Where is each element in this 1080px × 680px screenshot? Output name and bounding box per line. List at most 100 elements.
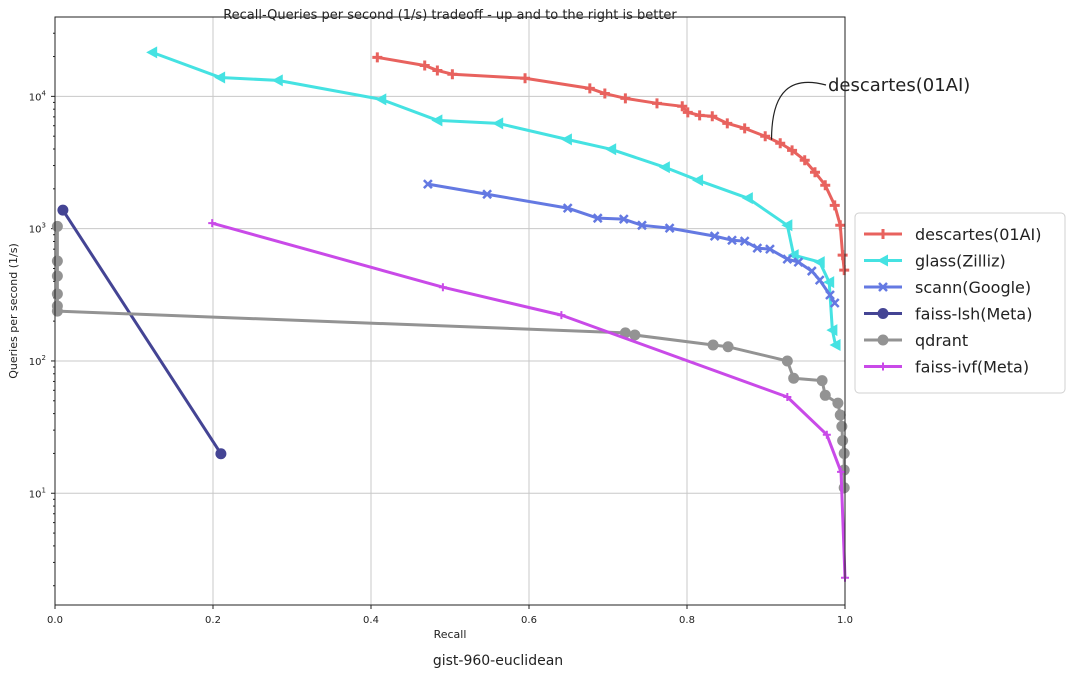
- legend-label: scann(Google): [915, 278, 1031, 297]
- data-point-x: [727, 235, 737, 246]
- data-point-x: [422, 179, 433, 190]
- y-tick-label: 104: [29, 89, 47, 103]
- x-tick-label: 0.8: [679, 615, 695, 626]
- data-point-plus: [620, 93, 631, 104]
- data-point-circle: [707, 339, 719, 351]
- series-faiss-lsh-meta-: [57, 204, 227, 460]
- data-point-plus: [835, 220, 846, 231]
- annotation-label: descartes(01AI): [828, 75, 970, 96]
- data-point-plus: [677, 101, 688, 112]
- legend-label: descartes(01AI): [915, 225, 1041, 244]
- x-tick-label: 1.0: [837, 615, 853, 626]
- data-point-circle: [819, 389, 831, 401]
- data-point-plus: [372, 52, 383, 63]
- data-point-plus: [447, 69, 458, 80]
- data-point-x: [782, 254, 793, 264]
- data-point-plus: [837, 250, 848, 261]
- data-point-triangle: [431, 114, 443, 127]
- data-point-x: [562, 203, 573, 213]
- plot-frame: [54, 16, 846, 606]
- y-tick-label: 102: [29, 354, 46, 368]
- chart-caption: gist-960-euclidean: [433, 653, 563, 669]
- legend-label: qdrant: [915, 331, 968, 350]
- data-point-plus: [839, 265, 850, 276]
- x-tick-label: 0.4: [363, 615, 379, 626]
- data-point-x: [637, 220, 647, 231]
- legend-item: qdrant: [864, 331, 968, 350]
- legend: descartes(01AI) glass(Zilliz) scann(Google…: [854, 212, 1066, 394]
- series-qdrant: [51, 220, 850, 494]
- data-point-circle: [781, 355, 793, 367]
- series-faiss-ivf-meta-: [208, 219, 849, 582]
- data-point-triangle: [560, 133, 572, 146]
- series-group: [51, 46, 850, 582]
- data-point-plus: [739, 123, 750, 134]
- data-point-x: [739, 236, 750, 247]
- legend-label: faiss-ivf(Meta): [915, 358, 1029, 377]
- series-line: [55, 226, 846, 488]
- data-point-plus: [783, 393, 792, 402]
- data-point-circle: [836, 420, 848, 432]
- x-axis-label: Recall: [434, 628, 467, 641]
- series-line: [427, 182, 837, 304]
- data-point-circle: [51, 305, 63, 317]
- data-point-triangle: [492, 117, 504, 130]
- legend-item: descartes(01AI): [864, 225, 1041, 244]
- data-point-plus: [432, 65, 443, 76]
- x-tick-label: 0.2: [205, 615, 221, 626]
- data-point-triangle: [214, 71, 226, 84]
- legend-item: scann(Google): [864, 278, 1031, 297]
- data-point-plus: [520, 73, 531, 84]
- legend-frame: [854, 212, 1066, 394]
- x-tick-label: 0.6: [521, 615, 537, 626]
- data-point-circle: [51, 255, 63, 267]
- data-point-plus: [809, 167, 820, 178]
- data-point-triangle: [877, 254, 888, 267]
- data-point-circle: [51, 220, 63, 232]
- data-point-circle: [722, 341, 734, 353]
- data-point-circle: [832, 397, 844, 409]
- data-point-x: [664, 223, 675, 233]
- data-point-triangle: [741, 192, 753, 205]
- legend-item: faiss-ivf(Meta): [864, 358, 1029, 377]
- data-point-triangle: [826, 324, 838, 337]
- data-point-x: [825, 290, 835, 300]
- data-point-triangle: [692, 174, 704, 187]
- data-point-circle: [51, 270, 63, 282]
- chart-title: Recall-Queries per second (1/s) tradeoff…: [223, 8, 677, 23]
- data-point-plus: [651, 98, 662, 109]
- data-point-triangle: [823, 276, 835, 289]
- series-line: [61, 209, 223, 455]
- legend-item: glass(Zilliz): [864, 252, 1006, 271]
- data-point-circle: [838, 447, 850, 459]
- data-point-circle: [877, 334, 889, 346]
- legend-label: glass(Zilliz): [915, 252, 1006, 271]
- data-point-triangle: [829, 339, 841, 352]
- data-point-x: [829, 298, 840, 308]
- data-point-x: [793, 257, 804, 267]
- data-point-circle: [788, 372, 800, 384]
- legend-label: faiss-lsh(Meta): [915, 305, 1032, 324]
- data-point-x: [709, 231, 720, 242]
- data-point-plus: [822, 430, 831, 439]
- data-point-triangle: [605, 143, 617, 156]
- data-point-plus: [208, 219, 217, 228]
- series-descartes-01ai-: [372, 52, 850, 276]
- legend-item: faiss-lsh(Meta): [864, 305, 1032, 324]
- data-point-x: [878, 282, 888, 292]
- series-line: [377, 55, 846, 271]
- data-point-plus: [760, 131, 771, 142]
- data-point-plus: [879, 362, 887, 371]
- data-point-circle: [57, 204, 69, 216]
- data-point-plus: [694, 110, 705, 121]
- y-tick-label: 101: [29, 486, 46, 500]
- data-point-plus: [584, 83, 595, 94]
- series-glass-zilliz-: [146, 46, 841, 352]
- data-point-x: [814, 275, 825, 286]
- data-point-plus: [438, 283, 447, 292]
- data-point-x: [592, 213, 603, 224]
- grid: [54, 17, 846, 605]
- data-point-triangle: [146, 46, 158, 59]
- data-point-plus: [878, 229, 888, 239]
